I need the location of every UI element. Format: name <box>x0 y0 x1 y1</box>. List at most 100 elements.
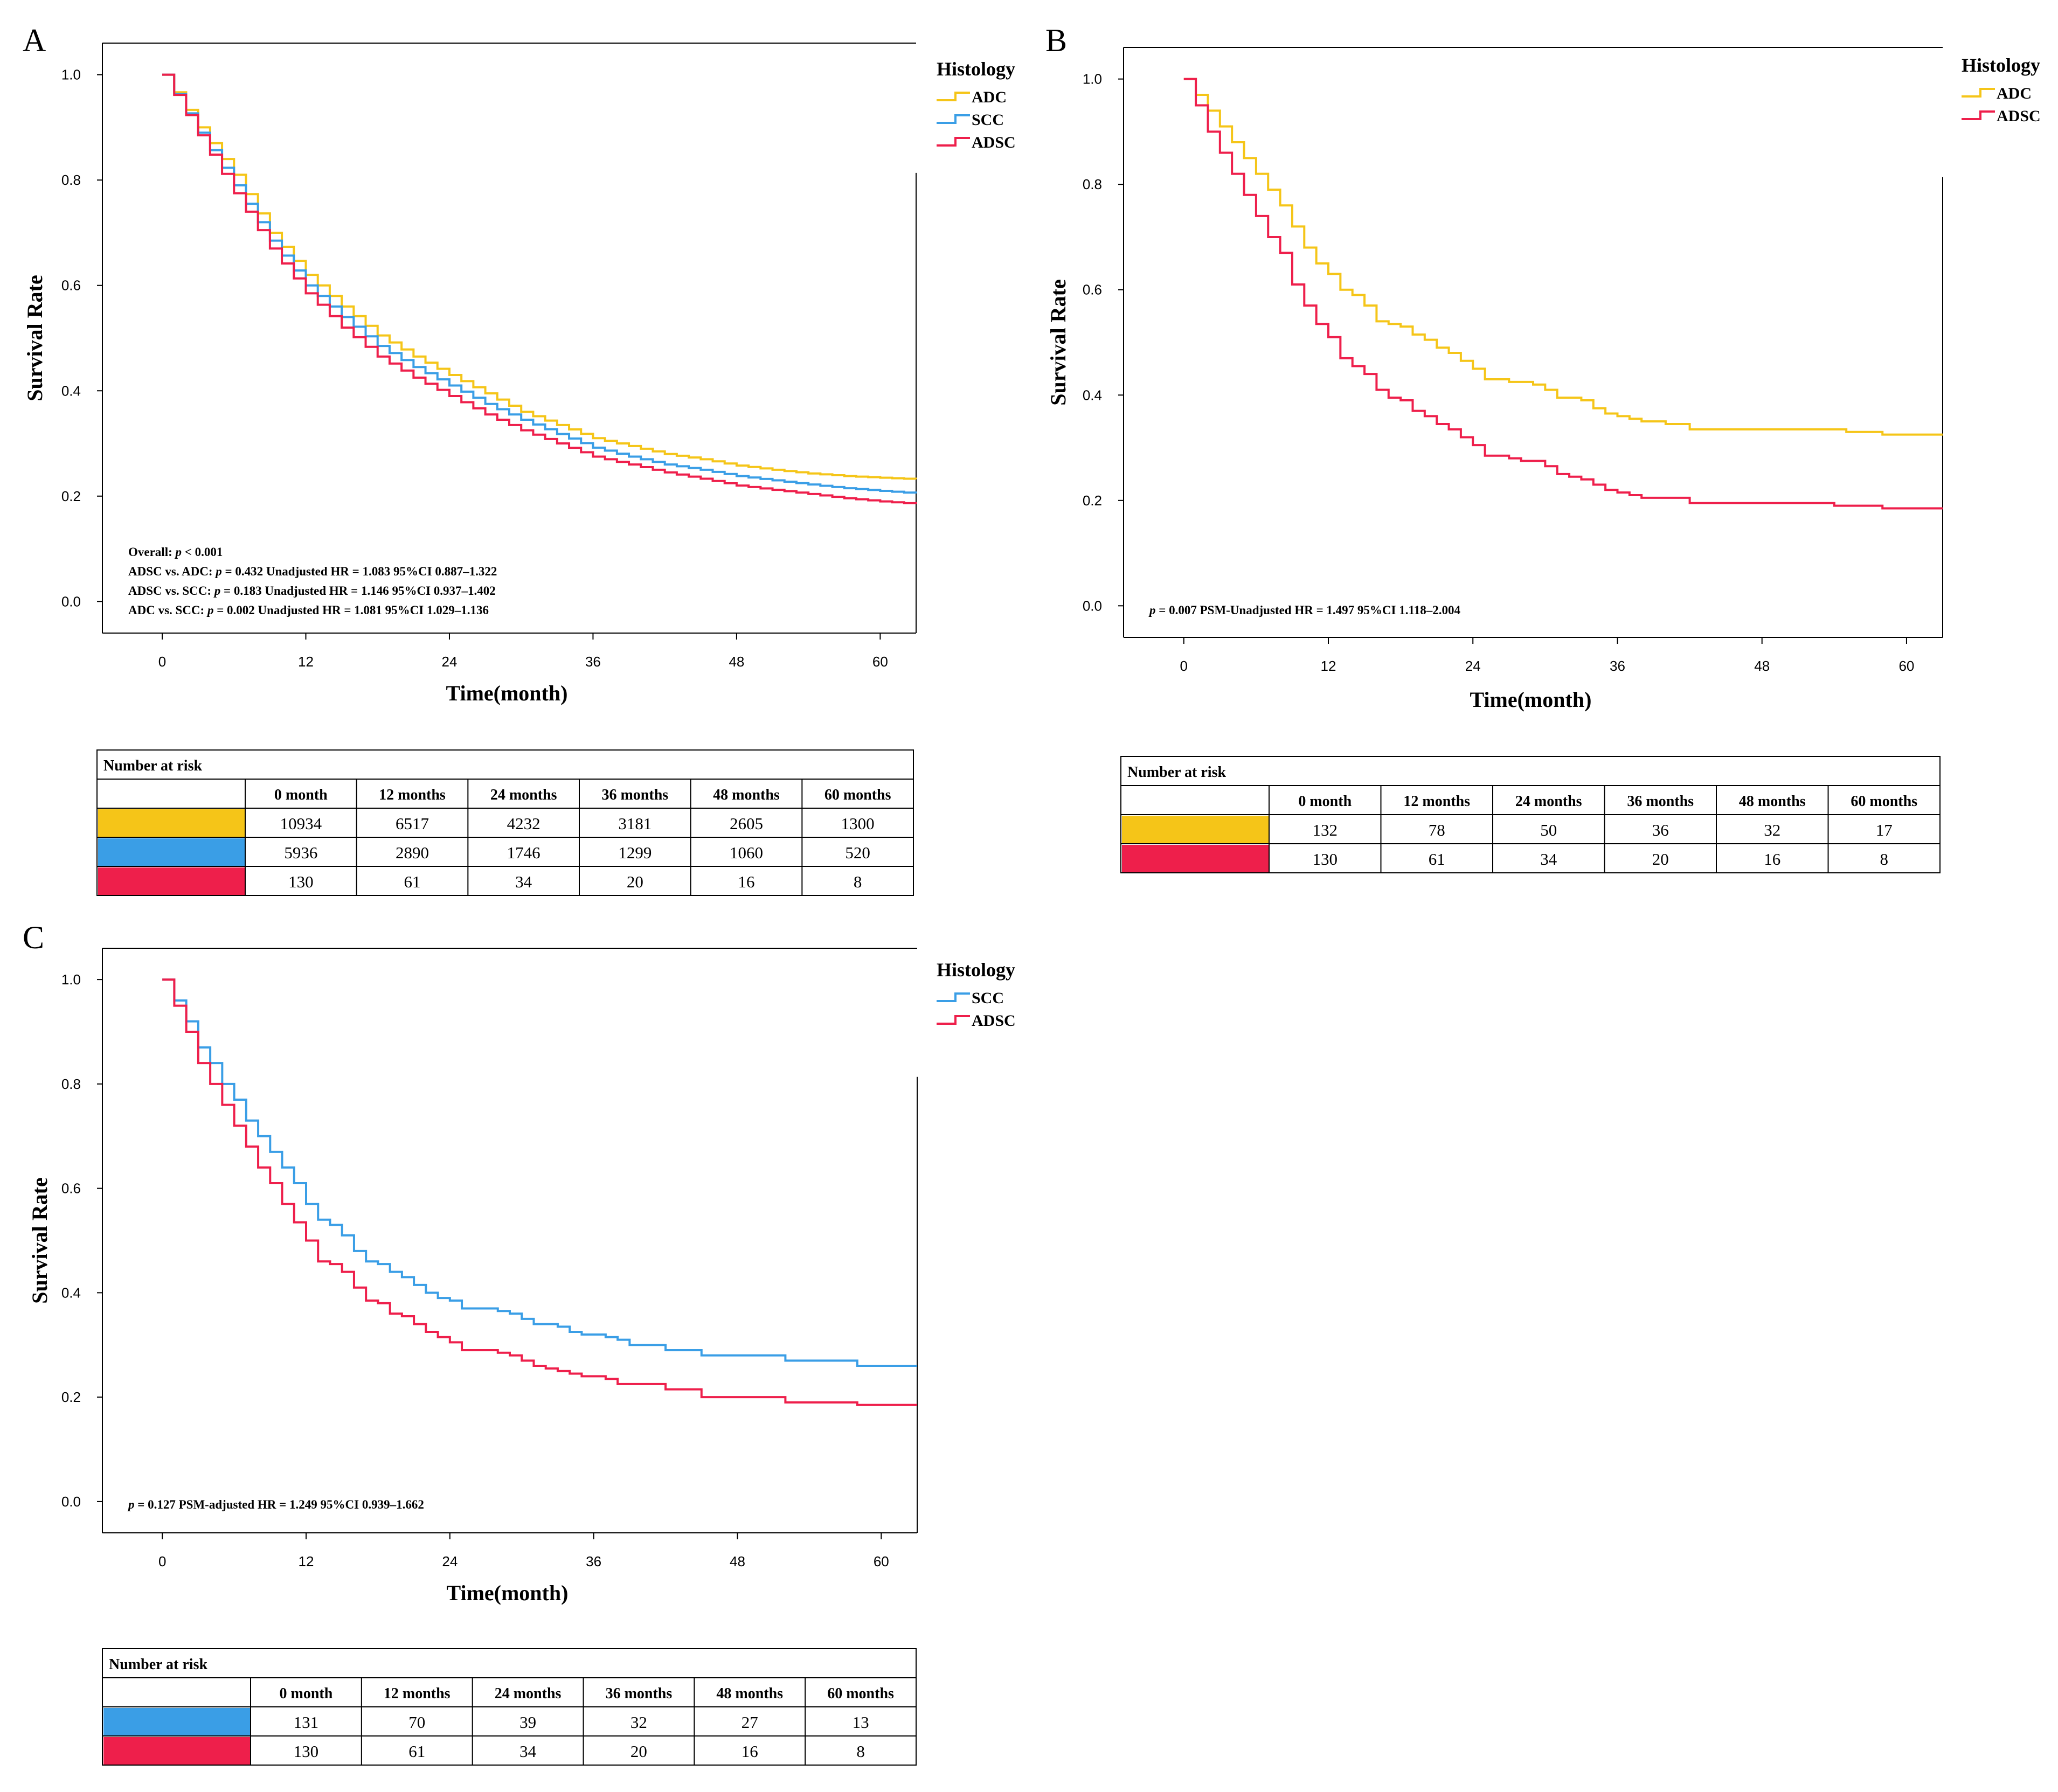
x-tick-label: 48 <box>1754 658 1770 674</box>
panel-b: B 0.0 0.2 0.4 0.6 0.8 1.0 0 12 24 36 48 60 Time(month… <box>1045 23 2041 873</box>
risk-table-cell: 131 <box>294 1713 319 1732</box>
annotation: ADSC vs. SCC: p = 0.183 Unadjusted HR = … <box>128 584 496 598</box>
legend-swatch <box>937 137 970 147</box>
annotation-prefix: Overall: <box>128 545 176 559</box>
risk-row-swatch <box>103 1708 250 1735</box>
y-axis-title: Survival Rate <box>27 1177 52 1303</box>
risk-table-cell: 1060 <box>730 843 763 862</box>
risk-table-cell: 32 <box>1764 821 1780 839</box>
risk-table-header: 12 months <box>384 1685 451 1702</box>
risk-table-cell: 520 <box>845 843 870 862</box>
panel-c: C 0.0 0.2 0.4 0.6 0.8 1.0 0 12 24 36 48 60 Time(month… <box>23 920 1016 1766</box>
panel-a: A 0.0 0.2 0.4 0.6 0.8 1.0 0 12 24 36 48 60 Time(month… <box>23 23 1016 896</box>
legend-entry: SCC <box>972 989 1004 1007</box>
risk-row-swatch <box>98 867 245 895</box>
risk-table-cell: 34 <box>519 1742 537 1761</box>
series-group <box>1183 78 1943 510</box>
legend-entry: ADSC <box>1997 107 2041 125</box>
series-line-scc <box>162 978 917 1367</box>
x-tick-label: 12 <box>1321 658 1336 674</box>
x-tick-label: 24 <box>442 654 458 670</box>
risk-table-cell: 130 <box>288 872 314 891</box>
risk-table-header: 48 months <box>716 1685 783 1702</box>
series-line-adsc <box>162 73 917 504</box>
risk-table-cell: 1746 <box>507 843 541 862</box>
risk-row-swatch <box>1122 845 1269 872</box>
risk-table-cell: 16 <box>1764 850 1780 869</box>
risk-table-header: 36 months <box>601 787 668 803</box>
x-tick-label: 36 <box>586 1553 601 1569</box>
risk-table-header: 60 months <box>1851 793 1917 810</box>
risk-table-cell: 13 <box>853 1713 869 1732</box>
x-tick-label: 0 <box>1180 658 1188 674</box>
risk-table-cell: 17 <box>1876 821 1893 839</box>
risk-table-header: 60 months <box>824 787 891 803</box>
risk-table-cell: 16 <box>738 872 755 891</box>
risk-table-cell: 5936 <box>284 843 317 862</box>
risk-table-cell: 70 <box>408 1713 425 1732</box>
annotation-stats: = 0.002 Unadjusted HR = 1.081 95%CI 1.02… <box>213 603 489 617</box>
risk-table-cell: 3181 <box>618 814 652 833</box>
annotation-stats: = 0.007 PSM-Unadjusted HR = 1.497 95%CI … <box>1156 603 1461 617</box>
x-tick-label: 60 <box>874 1553 889 1569</box>
x-axis-title: Time(month) <box>446 681 568 705</box>
risk-table-cell: 2605 <box>730 814 763 833</box>
risk-table-header: 48 months <box>1739 793 1806 810</box>
y-tick-label: 0.8 <box>61 1076 81 1092</box>
risk-row-swatch <box>103 1737 250 1765</box>
risk-table-header: 24 months <box>1515 793 1582 810</box>
y-tick-label: 1.0 <box>61 971 81 988</box>
series-line-adc <box>1183 78 1943 436</box>
risk-table-cell: 34 <box>515 872 532 891</box>
x-tick-label: 48 <box>729 654 744 670</box>
risk-table-cell: 1300 <box>841 814 875 833</box>
risk-table-cell: 8 <box>854 872 862 891</box>
x-tick-label: 24 <box>1465 658 1481 674</box>
legend-swatch <box>1962 88 1995 98</box>
x-tick-label: 36 <box>1610 658 1625 674</box>
y-tick-label: 0.8 <box>61 172 81 188</box>
risk-table-cell: 4232 <box>507 814 541 833</box>
risk-table-title: Number at risk <box>1127 764 1226 781</box>
annotation-prefix: ADSC vs. ADC: <box>128 565 216 578</box>
x-tick-label: 12 <box>298 654 314 670</box>
x-axis-title: Time(month) <box>1470 687 1591 712</box>
risk-table-cell: 39 <box>519 1713 536 1732</box>
annotation-stats: = 0.183 Unadjusted HR = 1.146 95%CI 0.93… <box>220 584 496 598</box>
annotation-prefix: ADC vs. SCC: <box>128 603 207 617</box>
annotation: ADC vs. SCC: p = 0.002 Unadjusted HR = 1… <box>128 603 489 617</box>
legend-entry: ADC <box>1997 85 2032 102</box>
risk-table-cell: 10934 <box>280 814 322 833</box>
y-tick-label: 0.0 <box>1083 598 1102 614</box>
x-tick-label: 60 <box>1898 658 1914 674</box>
risk-table-cell: 20 <box>1652 850 1669 869</box>
series-line-adc <box>162 73 917 480</box>
risk-table-cell: 61 <box>408 1742 425 1761</box>
x-tick-label: 60 <box>872 654 888 670</box>
risk-table-header: 0 month <box>1298 793 1352 810</box>
risk-table-cell: 1299 <box>618 843 652 862</box>
annotation-prefix: ADSC vs. SCC: <box>128 584 214 598</box>
risk-table-cell: 20 <box>630 1742 647 1761</box>
annotation-stats: = 0.432 Unadjusted HR = 1.083 95%CI 0.88… <box>222 565 497 578</box>
risk-row-swatch <box>98 838 245 866</box>
y-tick-label: 0.4 <box>61 383 81 399</box>
risk-table-header: 24 months <box>490 787 557 803</box>
risk-table-header: 48 months <box>713 787 780 803</box>
x-tick-label: 0 <box>158 1553 166 1569</box>
risk-table-cell: 36 <box>1652 821 1669 839</box>
risk-table-cell: 8 <box>1880 850 1889 869</box>
series-group <box>162 73 917 504</box>
risk-table-cell: 34 <box>1540 850 1557 869</box>
legend-entry: ADSC <box>972 134 1016 151</box>
y-tick-label: 0.4 <box>1083 387 1102 403</box>
annotation: p = 0.127 PSM-adjusted HR = 1.249 95%CI … <box>127 1498 424 1511</box>
risk-table-cell: 61 <box>404 872 421 891</box>
risk-table: Number at risk 0 month 12 months 24 months 3… <box>96 749 914 896</box>
panel-letter: B <box>1045 23 1067 58</box>
x-tick-label: 36 <box>585 654 601 670</box>
legend-entry: ADC <box>972 88 1007 106</box>
risk-table-header: 24 months <box>495 1685 562 1702</box>
risk-table-header: 12 months <box>379 787 446 803</box>
